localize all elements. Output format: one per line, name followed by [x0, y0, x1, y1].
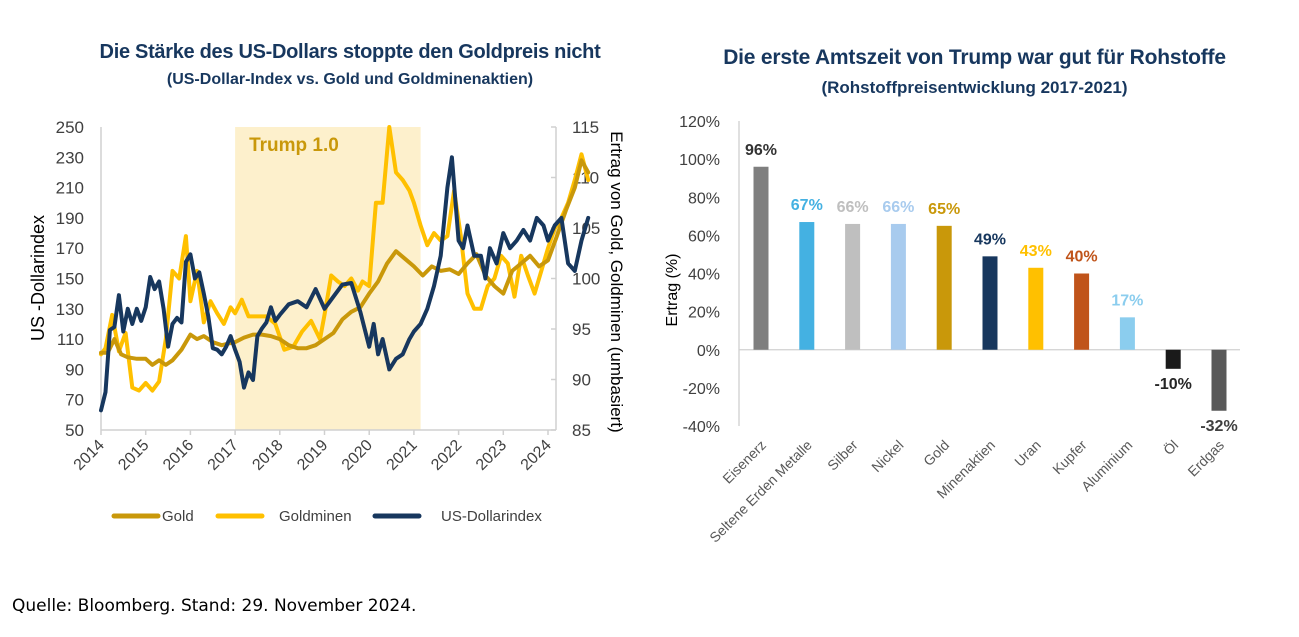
x-tick-label: 2024	[518, 437, 555, 474]
trump-band-label: Trump 1.0	[249, 135, 339, 156]
y-tick-label: 60%	[688, 228, 720, 245]
bar-aluminium	[1119, 317, 1135, 350]
y-tick-label: 110	[57, 330, 84, 349]
data-label: 40%	[1066, 249, 1098, 266]
x-tick-label: 2017	[205, 437, 242, 474]
x-tick-label: 2020	[339, 437, 376, 474]
x-tick-label: 2015	[115, 437, 152, 474]
category-label: Seltene Erden Metalle	[706, 437, 815, 546]
y2-tick-label: 115	[572, 118, 599, 137]
category-label: Uran	[1011, 437, 1044, 470]
data-label: 66%	[837, 199, 869, 216]
x-tick-label: 2022	[428, 437, 465, 474]
category-label: Aluminium	[1078, 437, 1136, 495]
category-label: Eisenerz	[719, 437, 769, 487]
legend-item: US-Dollarindex	[372, 508, 542, 525]
x-tick-label: 2023	[473, 437, 510, 474]
data-label: 49%	[974, 231, 1006, 248]
series-line-us-dollarindex	[99, 155, 591, 413]
category-label: Silber	[824, 437, 861, 474]
y-tick-label: 80%	[688, 190, 720, 207]
y-tick-label: 190	[56, 209, 84, 228]
data-label: 67%	[791, 197, 823, 214]
line-chart: Trump 1.0 50 70 90 110 130 150 170 190 210 230 250 8…	[28, 118, 626, 525]
y-tick-label: 250	[56, 118, 84, 137]
right-chart-subtitle: (Rohstoffpreisentwicklung 2017-2021)	[821, 78, 1128, 97]
left-chart-subtitle: (US-Dollar-Index vs. Gold und Goldminena…	[166, 71, 534, 88]
legend-item: Gold	[111, 508, 194, 525]
x-tick-label: 2021	[384, 437, 421, 474]
y-tick-label: 130	[56, 300, 84, 319]
category-label: Öl	[1159, 436, 1181, 458]
y-tick-label: 70	[65, 391, 84, 410]
y-tick-label: 0%	[697, 343, 720, 360]
y-tick-label: 20%	[688, 305, 720, 322]
bar-gold	[936, 225, 952, 350]
data-label: 17%	[1111, 292, 1143, 309]
y-tick-label: 90	[65, 360, 84, 379]
x-tick-label: 2014	[71, 437, 108, 474]
bar-uran	[1028, 267, 1044, 350]
x-tick-label: 2019	[294, 437, 331, 474]
category-label: Erdgas	[1184, 437, 1227, 480]
y-tick-label: 230	[56, 148, 84, 167]
left-chart-title: Die Stärke des US-Dollars stoppte den Go…	[99, 41, 601, 63]
y2-axis-title: Ertrag von Gold, Goldminen (umbasiert)	[607, 131, 626, 432]
bar--l	[1165, 349, 1181, 369]
y-tick-label: 210	[56, 179, 84, 198]
y-tick-label: 150	[56, 270, 84, 289]
data-label: 43%	[1020, 243, 1052, 260]
bar-erdgas	[1211, 349, 1227, 411]
source-note: Quelle: Bloomberg. Stand: 29. November 2…	[12, 596, 417, 616]
series-line-goldminen	[99, 125, 591, 393]
bar-kupfer	[1074, 273, 1090, 350]
bar-eisenerz	[753, 166, 769, 350]
bar-nickel	[890, 223, 906, 350]
data-label: 96%	[745, 142, 777, 159]
y2-tick-label: 95	[572, 320, 591, 339]
legend-label: Gold	[162, 508, 194, 525]
category-label: Minenaktien	[933, 437, 998, 502]
y-tick-label: 170	[56, 239, 84, 258]
y-tick-label: -20%	[683, 381, 720, 398]
legend-label: Goldminen	[279, 508, 352, 525]
y-tick-label: 50	[65, 421, 84, 440]
y-tick-label: 120%	[679, 114, 720, 131]
bar-silber	[845, 223, 861, 350]
data-label: -10%	[1155, 376, 1192, 393]
y-tick-label: -40%	[683, 419, 720, 436]
y-tick-label: 100%	[679, 152, 720, 169]
trump-band	[235, 127, 421, 430]
y-tick-label: 40%	[688, 267, 720, 284]
y2-tick-label: 90	[572, 371, 591, 390]
legend-item: Goldminen	[215, 508, 352, 525]
y2-tick-label: 100	[572, 270, 600, 289]
y2-tick-label: 85	[572, 421, 591, 440]
data-label: 66%	[882, 199, 914, 216]
y-axis-title: US -Dollarindex	[28, 215, 48, 341]
series-line-gold	[99, 158, 591, 367]
data-label: 65%	[928, 201, 960, 218]
y-axis-title: Ertrag (%)	[664, 254, 681, 327]
x-tick-label: 2016	[160, 437, 197, 474]
category-label: Kupfer	[1049, 437, 1090, 478]
bar-minenaktien	[982, 256, 998, 350]
data-label: -32%	[1200, 418, 1237, 435]
right-chart-title: Die erste Amtszeit von Trump war gut für…	[723, 46, 1226, 69]
bar-seltene-erden-metalle	[799, 222, 815, 350]
category-label: Nickel	[868, 437, 906, 475]
category-label: Gold	[920, 437, 952, 469]
x-tick-label: 2018	[249, 437, 286, 474]
legend-label: US-Dollarindex	[441, 508, 542, 525]
